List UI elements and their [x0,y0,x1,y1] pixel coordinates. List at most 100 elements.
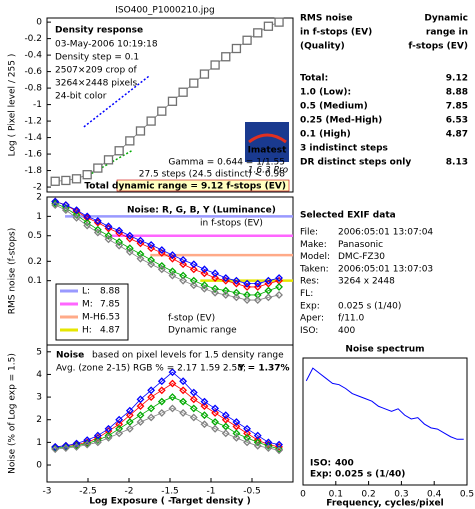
x-tick-label: -2.5 [79,487,97,497]
data-square [231,43,242,54]
logo-swoosh [248,133,287,144]
data-diamond [189,260,198,269]
legend-label: H: [82,326,92,336]
row-label: 0.1 (High) [300,130,351,140]
row-label: 3 indistinct steps [300,144,388,154]
y-tick-label: -0.8 [24,84,42,94]
exif-value: 0.025 s (1/40) [338,301,401,311]
data-diamond [104,433,113,442]
annotation: 3264×2448 pixels [55,79,138,89]
data-diamond [179,276,188,285]
data-square [146,116,156,126]
exif-key: Make: [300,240,327,250]
info-value: 400 [335,459,354,469]
data-diamond [275,274,283,282]
data-diamond [264,276,273,285]
x-tick-label: -1 [207,487,216,497]
series-line [55,201,280,288]
data-diamond [51,197,60,206]
exif-value: f/11.0 [338,314,365,324]
data-diamond [61,206,70,215]
data-diamond [200,269,209,278]
x-tick-label: -1.5 [161,487,179,497]
row-value: 9.12 [446,74,468,84]
y-tick-label: -0.6 [24,67,42,77]
data-diamond [189,395,198,404]
annotation: 24-bit color [55,92,107,102]
data-diamond [72,206,81,215]
data-diamond [61,444,70,452]
row-label: Total: [300,74,328,84]
x-tick-label: 0 [300,490,306,500]
series-line [55,201,280,285]
data-diamond [221,286,230,295]
panel-header: RMS noise [300,14,353,24]
data-diamond [189,388,198,397]
exif-value: DMC-FZ30 [338,252,385,262]
data-square [242,35,252,45]
annotation: Y = 1.37% [237,364,290,374]
data-diamond [264,293,273,302]
info-value: 0.025 s (1/40) [335,470,405,480]
data-diamond [189,276,198,285]
y-tick-label: -1.4 [24,133,42,143]
x-tick-label: 0.5 [460,490,474,500]
data-diamond [147,260,156,269]
data-diamond [253,296,262,304]
data-diamond [83,436,92,445]
data-diamond [168,267,177,276]
data-diamond [243,279,251,288]
data-diamond [104,235,113,244]
exif-value: 3264 x 2448 [338,277,395,287]
panel-header: f-stops (EV) [408,42,468,52]
data-diamond [211,424,220,433]
data-diamond [189,404,198,413]
series-line [55,202,280,296]
data-diamond [221,411,230,420]
data-diamond [243,429,251,438]
data-diamond [136,395,145,404]
annotation: 27.5 steps (24.5 distinct) < 0.98 [139,170,286,180]
annotation: Dynamic range [168,326,237,336]
data-square [157,106,167,116]
legend-box [55,283,129,341]
row-value: 4.87 [446,130,468,140]
data-square [71,174,82,184]
y-tick-label: -1 [33,100,42,110]
data-diamond [93,228,102,237]
data-diamond [243,424,251,433]
data-diamond [264,444,273,452]
data-diamond [211,288,220,297]
x-tick-label: 0.2 [361,490,375,500]
panel-header: (Quality) [300,42,345,52]
data-square [167,96,178,106]
chart-title: Density response [55,26,143,36]
row-value: 8.13 [446,158,468,168]
data-diamond [157,261,166,270]
data-diamond [125,244,134,253]
data-square [199,69,210,79]
data-diamond [200,402,209,411]
chart-subtitle: in f-stops (EV) [200,219,263,229]
data-diamond [168,379,177,388]
data-diamond [232,288,241,297]
exif-key: Model: [300,252,330,262]
panel-header: in f-stops (EV) [300,28,372,38]
y-tick-label: 2 [36,193,42,203]
row-value: 7.85 [446,102,468,112]
exif-value: Panasonic [338,240,383,250]
legend-label: M: [82,300,93,310]
exif-value: 2006:05:01 13:07:04 [338,228,433,238]
annotation: Avg. (zone 2-15) RGB % = 2.17 1.59 2.58; [56,364,246,374]
exif-value: 2006:05:01 13:07:03 [338,264,433,274]
data-diamond [93,438,102,447]
data-square [189,78,199,88]
exif-key: Taken: [299,264,329,274]
data-diamond [115,238,124,246]
fit-line [83,75,150,128]
row-label: 0.25 (Med-High) [300,116,382,126]
data-diamond [275,445,283,454]
data-square [93,163,103,173]
y-tick-label: 0 [36,18,42,28]
